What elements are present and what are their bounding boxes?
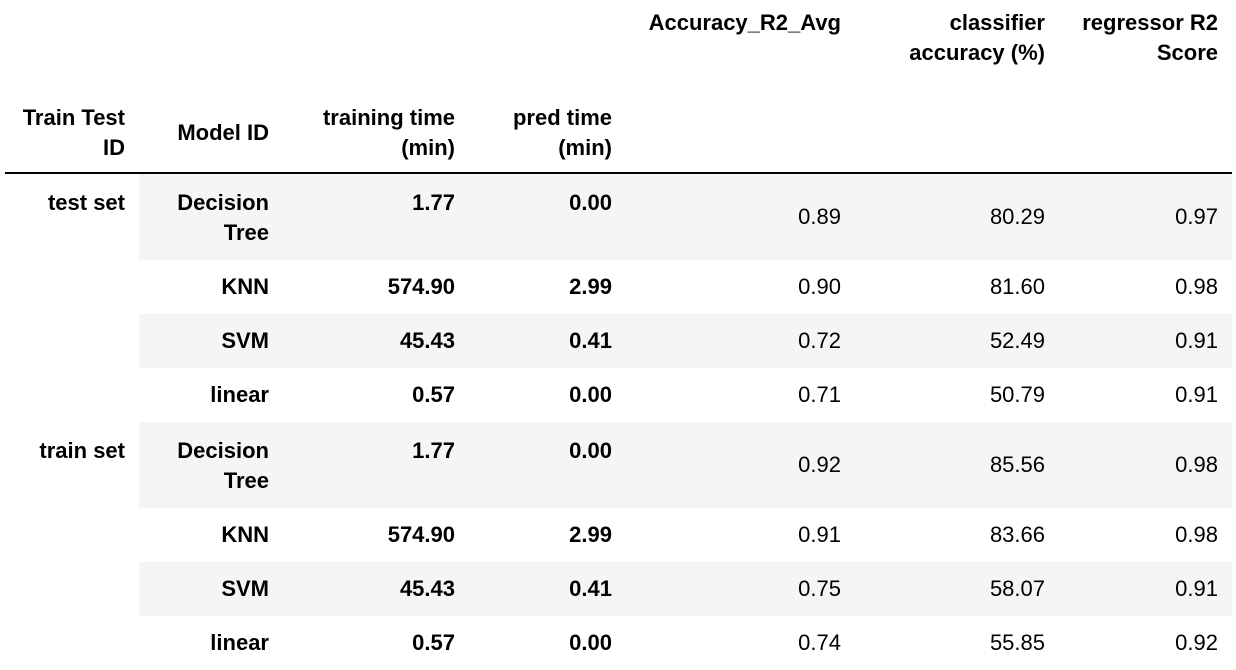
index-header-pred-time: pred time (min) — [512, 105, 612, 160]
index-header-row: Train Test ID Model ID training time (mi… — [5, 94, 1232, 173]
column-header-accuracy-r2-avg: Accuracy_R2_Avg — [648, 10, 841, 35]
cell-regressor-r2-score: 0.91 — [1059, 314, 1232, 368]
cell-classifier-accuracy: 55.85 — [855, 616, 1059, 670]
cell-training-time: 1.77 — [283, 173, 469, 260]
cell-classifier-accuracy: 52.49 — [855, 314, 1059, 368]
table-row: test set Decision Tree 1.77 0.00 0.89 80.29 0.… — [5, 173, 1232, 422]
table-row: KNN 574.90 2.99 0.90 81.60 0.98 — [5, 260, 1232, 314]
cell-classifier-accuracy: 81.60 — [855, 260, 1059, 314]
table-body: test set Decision Tree 1.77 0.00 0.89 80.29 0.… — [5, 173, 1232, 670]
cell-accuracy-r2-avg: 0.71 — [626, 368, 855, 422]
cell-training-time: 45.43 — [283, 314, 469, 368]
table-row: linear 0.57 0.00 0.74 55.85 0.92 — [5, 616, 1232, 670]
blank-header-cell — [855, 94, 1059, 173]
group-label: train set — [5, 422, 139, 670]
cell-pred-time: 2.99 — [469, 260, 626, 314]
cell-pred-time: 0.41 — [469, 562, 626, 616]
cell-accuracy-r2-avg: 0.91 — [626, 508, 855, 562]
index-header-train-test-id: Train Test ID — [22, 105, 125, 160]
cell-training-time: 1.77 — [283, 422, 469, 508]
table-row: train set Decision Tree 1.77 0.00 0.92 85.56 0… — [5, 422, 1232, 670]
cell-model-id: linear — [139, 616, 283, 670]
cell-training-time: 0.57 — [283, 368, 469, 422]
cell-pred-time: 0.00 — [469, 173, 626, 260]
cell-regressor-r2-score: 0.92 — [1059, 616, 1232, 670]
cell-classifier-accuracy: 58.07 — [855, 562, 1059, 616]
cell-training-time: 574.90 — [283, 260, 469, 314]
cell-accuracy-r2-avg: 0.74 — [626, 616, 855, 670]
cell-accuracy-r2-avg: 0.72 — [626, 314, 855, 368]
cell-classifier-accuracy: 85.56 — [855, 422, 1059, 508]
column-header-regressor-r2-score: regressor R2 Score — [1082, 10, 1218, 65]
table-row: SVM 45.43 0.41 0.75 58.07 0.91 — [5, 562, 1232, 616]
cell-model-id: linear — [139, 368, 283, 422]
table-row: KNN 574.90 2.99 0.91 83.66 0.98 — [5, 508, 1232, 562]
cell-model-id: KNN — [139, 508, 283, 562]
cell-regressor-r2-score: 0.98 — [1059, 260, 1232, 314]
blank-header-cell — [469, 0, 626, 94]
blank-header-cell — [1059, 94, 1232, 173]
cell-training-time: 0.57 — [283, 616, 469, 670]
table-row: linear 0.57 0.00 0.71 50.79 0.91 — [5, 368, 1232, 422]
blank-header-cell — [283, 0, 469, 94]
cell-classifier-accuracy: 50.79 — [855, 368, 1059, 422]
index-header-training-time: training time (min) — [322, 105, 455, 160]
cell-model-id: Decision Tree — [139, 422, 283, 508]
cell-regressor-r2-score: 0.91 — [1059, 562, 1232, 616]
results-table: Accuracy_R2_Avg classifier accuracy (%) … — [5, 0, 1232, 670]
cell-model-id: SVM — [139, 314, 283, 368]
cell-model-id: SVM — [139, 562, 283, 616]
cell-accuracy-r2-avg: 0.90 — [626, 260, 855, 314]
cell-pred-time: 0.41 — [469, 314, 626, 368]
cell-regressor-r2-score: 0.97 — [1059, 173, 1232, 260]
cell-accuracy-r2-avg: 0.89 — [626, 173, 855, 260]
column-header-row: Accuracy_R2_Avg classifier accuracy (%) … — [5, 0, 1232, 94]
cell-pred-time: 2.99 — [469, 508, 626, 562]
cell-regressor-r2-score: 0.91 — [1059, 368, 1232, 422]
cell-training-time: 574.90 — [283, 508, 469, 562]
cell-pred-time: 0.00 — [469, 368, 626, 422]
cell-pred-time: 0.00 — [469, 616, 626, 670]
blank-header-cell — [626, 94, 855, 173]
cell-classifier-accuracy: 83.66 — [855, 508, 1059, 562]
cell-model-id: KNN — [139, 260, 283, 314]
column-header-classifier-accuracy: classifier accuracy (%) — [909, 10, 1045, 65]
cell-model-id: Decision Tree — [139, 173, 283, 260]
cell-regressor-r2-score: 0.98 — [1059, 508, 1232, 562]
blank-header-cell — [139, 0, 283, 94]
group-label: test set — [5, 173, 139, 422]
cell-classifier-accuracy: 80.29 — [855, 173, 1059, 260]
cell-accuracy-r2-avg: 0.92 — [626, 422, 855, 508]
blank-header-cell — [5, 0, 139, 94]
cell-pred-time: 0.00 — [469, 422, 626, 508]
index-header-model-id: Model ID — [177, 120, 269, 145]
table-row: SVM 45.43 0.41 0.72 52.49 0.91 — [5, 314, 1232, 368]
cell-regressor-r2-score: 0.98 — [1059, 422, 1232, 508]
cell-accuracy-r2-avg: 0.75 — [626, 562, 855, 616]
table-header: Accuracy_R2_Avg classifier accuracy (%) … — [5, 0, 1232, 173]
cell-training-time: 45.43 — [283, 562, 469, 616]
